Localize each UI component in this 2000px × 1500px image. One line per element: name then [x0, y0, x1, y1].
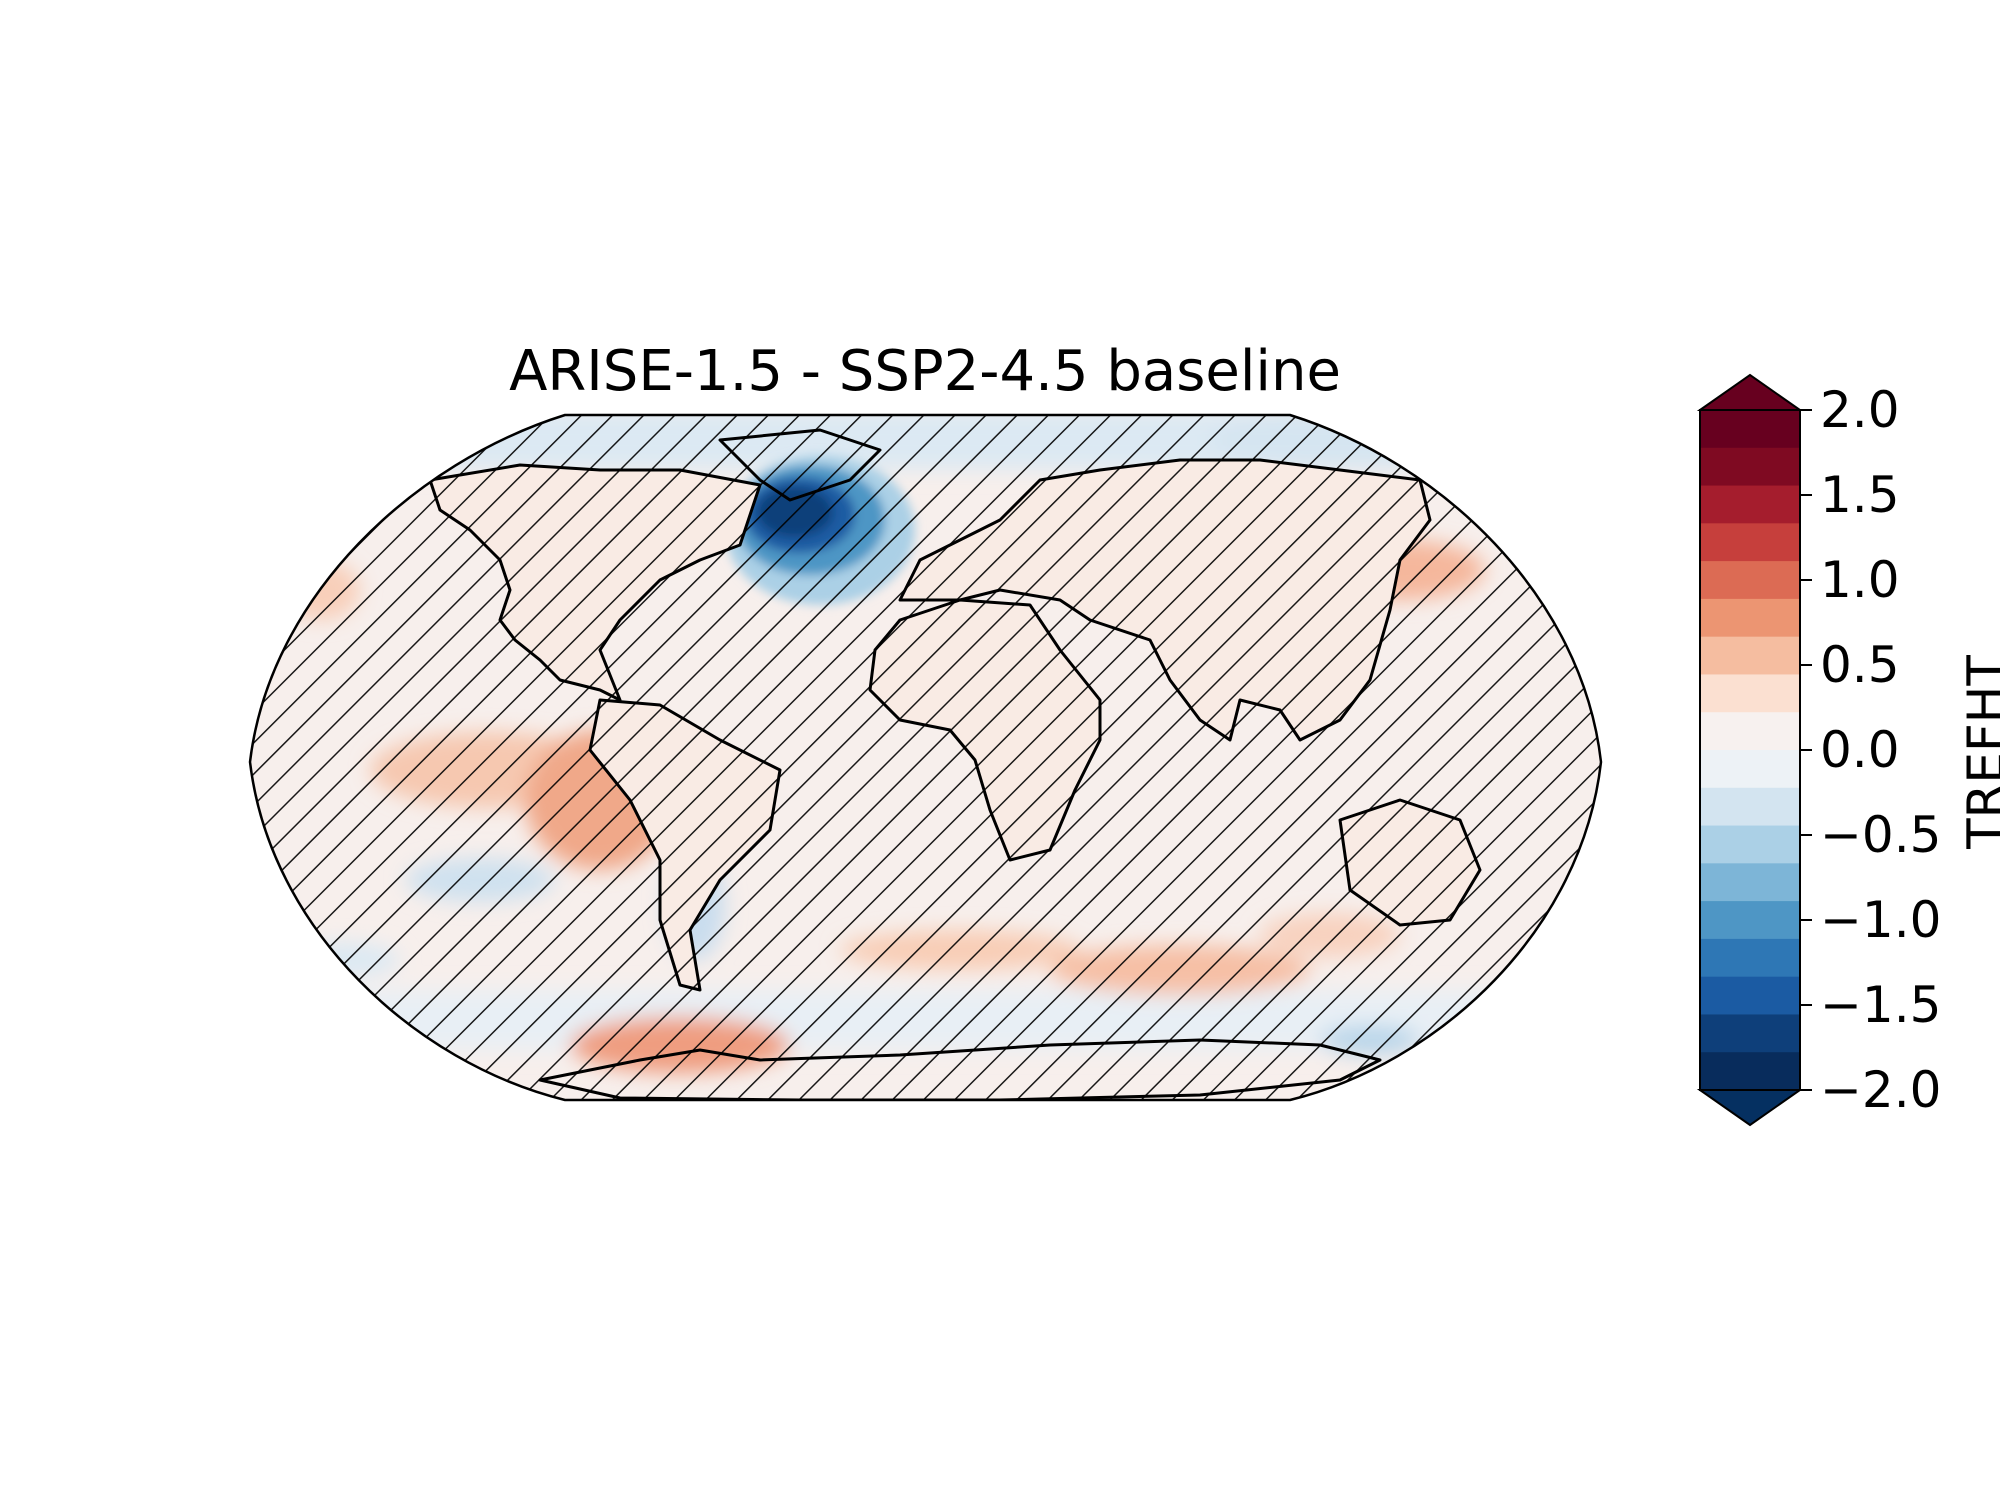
colorbar-level	[1700, 938, 1800, 978]
colorbar-extend-max	[1696, 373, 1804, 411]
colorbar-label: TREFHT	[1957, 655, 2000, 850]
colorbar-level	[1700, 523, 1800, 562]
colorbar-extend-min	[1696, 1089, 1804, 1127]
colorbar-level	[1700, 674, 1800, 713]
colorbar-level	[1700, 1052, 1800, 1091]
map-boundary	[248, 413, 1603, 1102]
colorbar-level	[1700, 976, 1800, 1015]
colorbar-tick-label: 0.5	[1820, 636, 1900, 694]
colorbar-level	[1700, 750, 1800, 789]
colorbar-level	[1700, 561, 1800, 600]
colorbar-tick-label: −0.5	[1820, 806, 1941, 864]
colorbar-level	[1700, 825, 1800, 864]
colorbar-tick-label: 0.0	[1820, 721, 1900, 779]
colorbar-tick-label: −2.0	[1820, 1061, 1941, 1119]
map-area	[250, 415, 1601, 1100]
colorbar-tick-label: −1.5	[1820, 976, 1941, 1034]
colorbar-level	[1700, 901, 1800, 940]
colorbar: 2.0 1.5 1.0 0.5 0.0 −0.5 −1.0 −1.5 −2.0	[1696, 373, 1941, 1127]
chart-title: ARISE-1.5 - SSP2-4.5 baseline	[509, 339, 1341, 404]
colorbar-level	[1700, 636, 1800, 675]
significance-hatching	[250, 415, 1601, 1100]
colorbar-level	[1700, 447, 1800, 487]
colorbar-level	[1700, 485, 1800, 524]
colorbar-level	[1700, 863, 1800, 902]
colorbar-level	[1700, 712, 1800, 751]
colorbar-tick-label: 1.5	[1820, 466, 1900, 524]
colorbar-level	[1700, 598, 1800, 638]
colorbar-level	[1700, 410, 1800, 449]
colorbar-tick-label: −1.0	[1820, 891, 1941, 949]
colorbar-tick-label: 2.0	[1820, 381, 1900, 439]
colorbar-level	[1700, 1014, 1800, 1053]
colorbar-tick-label: 1.0	[1820, 551, 1900, 609]
colorbar-level	[1700, 787, 1800, 827]
